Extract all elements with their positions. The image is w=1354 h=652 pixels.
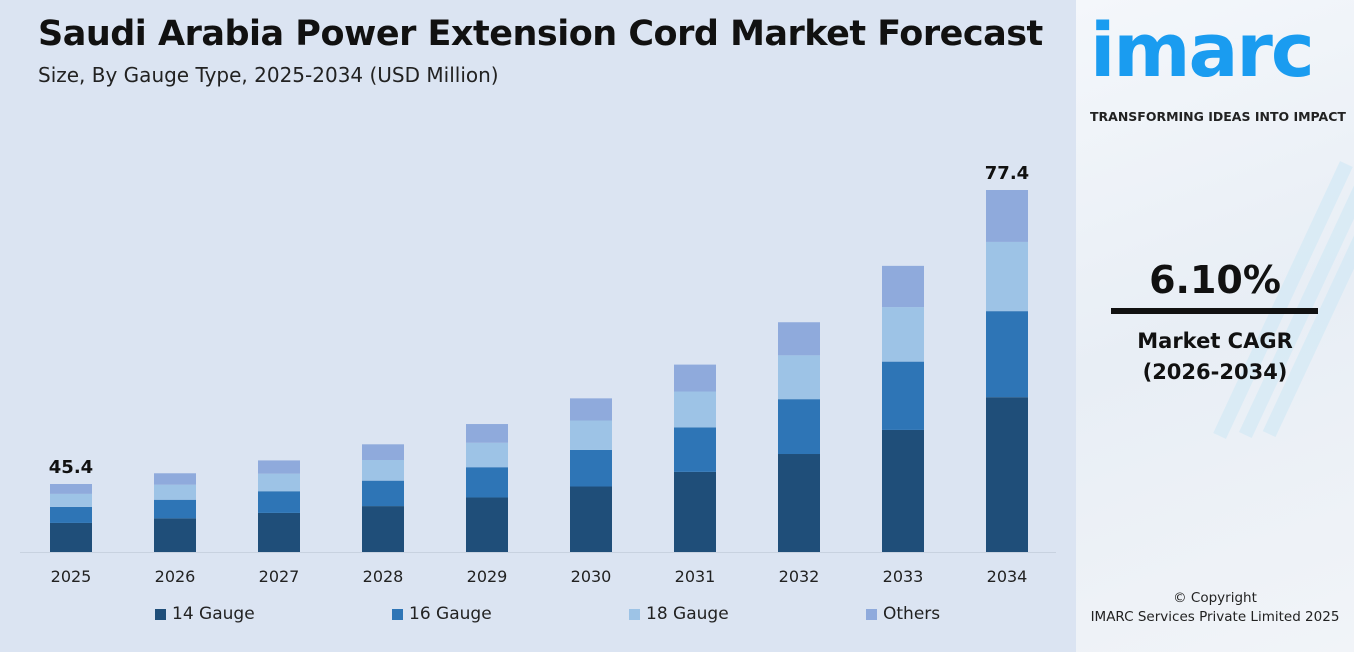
data-label-total: 45.4	[49, 457, 93, 478]
legend-swatch	[155, 608, 166, 620]
bar-segment-14-gauge-2026	[154, 518, 196, 552]
chart-subtitle: Size, By Gauge Type, 2025-2034 (USD Mill…	[38, 63, 499, 87]
legend-label: 14 Gauge	[172, 604, 255, 624]
cagr-label-line1: Market CAGR	[1137, 329, 1293, 353]
bar-segment-18-gauge-2030	[570, 420, 612, 450]
chart-panel: Saudi Arabia Power Extension Cord Market…	[0, 14, 1076, 628]
bar-segment-16-gauge-2027	[258, 491, 300, 513]
bar-segment-14-gauge-2028	[362, 506, 404, 552]
bar-segment-others-2032	[778, 322, 820, 356]
brand-tagline: TRANSFORMING IDEAS INTO IMPACT	[1090, 109, 1346, 124]
bar-segment-16-gauge-2025	[50, 506, 92, 523]
bar-segment-others-2031	[674, 364, 716, 392]
bar-segment-18-gauge-2027	[258, 473, 300, 492]
bar-segment-14-gauge-2033	[882, 429, 924, 552]
chart-title: Saudi Arabia Power Extension Cord Market…	[38, 14, 1043, 54]
divider	[1111, 308, 1318, 314]
copyright-line1: © Copyright	[1173, 590, 1257, 606]
bar-segment-16-gauge-2032	[778, 399, 820, 455]
bar-segment-others-2025	[50, 484, 92, 494]
bar-segment-18-gauge-2034	[986, 241, 1028, 312]
bar-segment-14-gauge-2030	[570, 486, 612, 552]
bar-segment-14-gauge-2031	[674, 471, 716, 552]
bar-segment-16-gauge-2033	[882, 361, 924, 430]
legend: 14 Gauge 16 Gauge 18 Gauge Others	[0, 604, 1076, 628]
cagr-label: Market CAGR (2026-2034)	[1076, 326, 1354, 388]
bar-segment-14-gauge-2027	[258, 512, 300, 552]
info-panel: imarc TRANSFORMING IDEAS INTO IMPACT 6.1…	[1076, 0, 1354, 652]
copyright-line2: IMARC Services Private Limited 2025	[1090, 609, 1340, 625]
bar-segment-18-gauge-2032	[778, 355, 820, 400]
cagr-label-period: (2026-2034)	[1142, 360, 1288, 384]
legend-item-others: Others	[866, 604, 940, 624]
bar-segment-18-gauge-2028	[362, 459, 404, 481]
cagr-value: 6.10%	[1149, 258, 1281, 302]
bar-segment-others-2026	[154, 473, 196, 485]
bar-segment-14-gauge-2032	[778, 454, 820, 552]
legend-label: 16 Gauge	[409, 604, 492, 624]
x-tick-label: 2032	[779, 567, 820, 586]
bar-segment-16-gauge-2029	[466, 467, 508, 498]
bar-segment-16-gauge-2030	[570, 449, 612, 487]
legend-label: Others	[883, 604, 941, 624]
x-tick-label: 2034	[987, 567, 1028, 586]
bar-segment-others-2034	[986, 190, 1028, 242]
bar-segment-16-gauge-2028	[362, 480, 404, 507]
copyright: © Copyright IMARC Services Private Limit…	[1076, 589, 1354, 627]
bar-segment-others-2028	[362, 444, 404, 460]
data-label-total: 77.4	[985, 163, 1029, 184]
bar-segment-16-gauge-2026	[154, 499, 196, 519]
x-tick-label: 2027	[259, 567, 300, 586]
bar-segment-others-2033	[882, 265, 924, 308]
bar-segment-14-gauge-2025	[50, 522, 92, 552]
legend-item-18-gauge: 18 Gauge	[629, 604, 729, 624]
bar-segment-16-gauge-2034	[986, 311, 1028, 398]
bar-segment-16-gauge-2031	[674, 427, 716, 472]
bar-segment-18-gauge-2033	[882, 307, 924, 362]
legend-swatch	[866, 608, 877, 620]
x-tick-label: 2031	[675, 567, 716, 586]
legend-label: 18 Gauge	[646, 604, 729, 624]
bar-segment-18-gauge-2031	[674, 391, 716, 428]
x-tick-label: 2029	[467, 567, 508, 586]
x-tick-label: 2033	[883, 567, 924, 586]
bar-segment-18-gauge-2026	[154, 484, 196, 500]
bar-segment-others-2029	[466, 424, 508, 443]
legend-item-16-gauge: 16 Gauge	[392, 604, 492, 624]
bar-segment-14-gauge-2029	[466, 497, 508, 552]
imarc-logo: imarc	[1090, 8, 1315, 94]
x-tick-label: 2025	[51, 567, 92, 586]
bar-segment-others-2030	[570, 398, 612, 421]
bar-segment-others-2027	[258, 460, 300, 474]
x-tick-label: 2028	[363, 567, 404, 586]
stacked-bar-chart: 2025 45.4 2026 2027 2028 2029 2030 2031 2032 2033…	[20, 163, 1056, 586]
x-tick-label: 2030	[571, 567, 612, 586]
bar-segment-18-gauge-2029	[466, 442, 508, 468]
bar-segment-14-gauge-2034	[986, 397, 1028, 552]
legend-swatch	[392, 608, 403, 620]
legend-swatch	[629, 608, 640, 620]
bar-segment-18-gauge-2025	[50, 493, 92, 507]
x-tick-label: 2026	[155, 567, 196, 586]
legend-item-14-gauge: 14 Gauge	[155, 604, 255, 624]
